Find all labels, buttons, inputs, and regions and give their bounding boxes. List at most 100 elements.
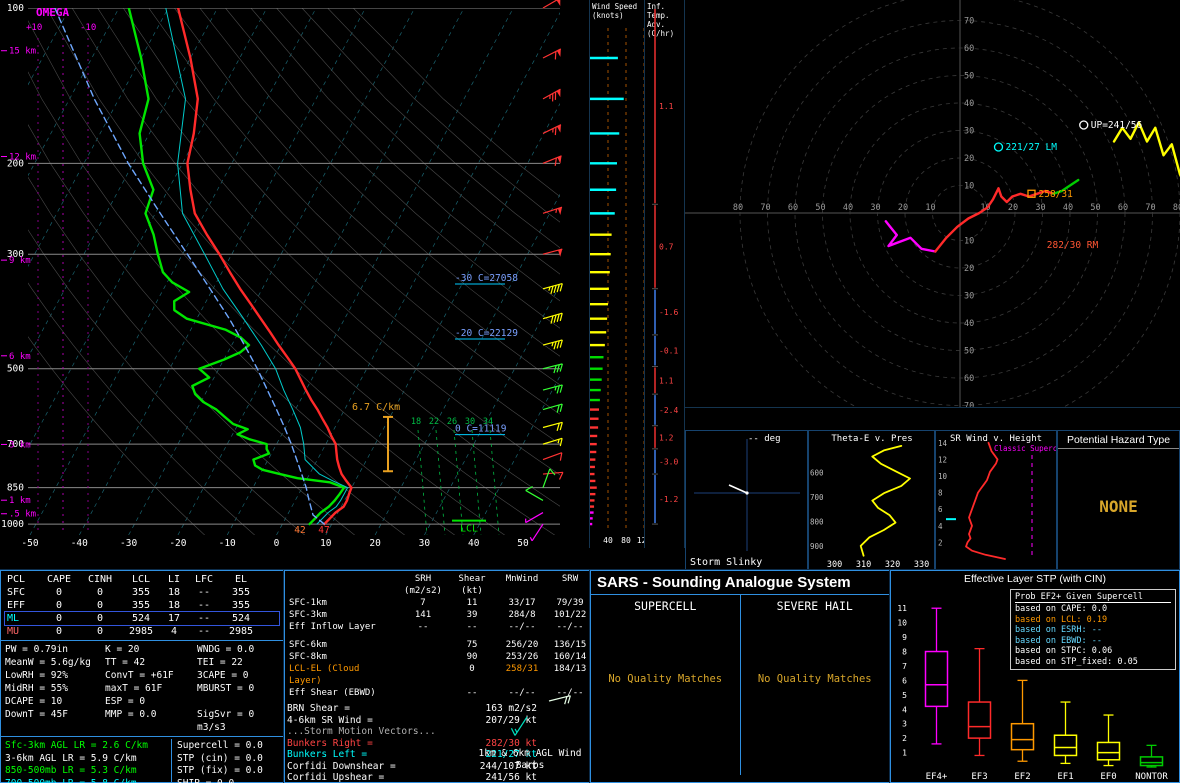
updraft-marker xyxy=(1079,120,1089,130)
stp-axis-label: 7 xyxy=(902,662,907,671)
wind-barb-full xyxy=(553,365,557,374)
stat-value: DCAPE = 10 xyxy=(5,696,63,707)
kinematics-row: LCL-EL (Cloud Layer) 0 258/31 184/13 xyxy=(287,663,587,687)
column-header: LCL xyxy=(131,574,151,585)
divider xyxy=(1,736,283,737)
wind-barb-staff xyxy=(542,384,563,391)
wind-barb-staff xyxy=(542,0,559,9)
stat-value: MeanW = 5.6g/kg xyxy=(5,657,91,668)
dry-adiabat-line xyxy=(71,8,560,507)
ring-label: 30 xyxy=(964,127,974,137)
stat-value: MidRH = 55% xyxy=(5,683,68,694)
temp-axis-label: -10 xyxy=(219,538,236,548)
speed-axis-label: 40 xyxy=(603,536,613,545)
spacer xyxy=(287,573,397,597)
omega-plus-label: +10 xyxy=(26,23,42,33)
stat-value: WNDG = 0.0 xyxy=(197,644,255,655)
hodo-ring xyxy=(877,130,1043,296)
wind-barb-full xyxy=(558,472,564,480)
sars-columns: SUPERCELL No Quality Matches SEVERE HAIL… xyxy=(591,595,889,775)
wind-barb-full xyxy=(556,385,560,394)
parcel-value: -- xyxy=(197,587,211,598)
dry-adiabat-line xyxy=(28,124,405,535)
stat-value: ESP = 0 xyxy=(105,696,146,707)
height-label: 1 km xyxy=(9,496,31,506)
storm-slinky-chart: -- deg Storm Slinky xyxy=(690,434,800,568)
wind-barb-flag xyxy=(557,155,562,164)
stat-value: maxT = 61F xyxy=(105,683,163,694)
mixing-ratio-label: 34 xyxy=(483,417,493,427)
column-header: SRW xyxy=(561,574,579,584)
stp-axis-label: 3 xyxy=(902,720,907,729)
isotherm-line xyxy=(28,8,70,86)
composite-index-value: STP (fix) = 0.0 xyxy=(177,765,263,776)
temp-axis-label: -20 xyxy=(169,538,186,548)
sars-supercell-column[interactable]: SUPERCELL No Quality Matches xyxy=(591,595,741,775)
parcel-row-mu[interactable]: MU 0 0 2985 4 -- 2985 xyxy=(5,625,279,638)
dewpoint-trace xyxy=(127,8,346,526)
pressure-label: 300 xyxy=(7,249,24,260)
temp-axis-label: 10 xyxy=(320,538,332,548)
parcel-row-ml[interactable]: ML 0 0 524 17 -- 524 xyxy=(4,611,280,626)
wind-barb-full xyxy=(556,313,560,322)
ring-label: 70 xyxy=(760,203,770,213)
temp-advection-chart: Inf.Temp.Adv.(C/hr) 1.1 0.7 -1.6 -0.1 1.1 -2.4… xyxy=(647,2,678,525)
iso-height-annotation: -30 C=27058 xyxy=(455,273,518,284)
column-header: EL xyxy=(234,574,248,585)
wind-barb-full xyxy=(559,452,563,461)
skewt-background xyxy=(0,8,560,535)
isotherm-line xyxy=(0,8,20,535)
advection-value: -1.6 xyxy=(659,308,678,317)
wind-barb-full xyxy=(556,423,560,432)
kinematics-value: Eff Inflow Layer xyxy=(289,622,376,632)
panel-title: (C/hr) xyxy=(647,29,674,38)
isotherm-line xyxy=(473,375,560,535)
parcel-value: 2985 xyxy=(128,626,154,637)
stats-row: LowRH = 92% ConvT = +61F 3CAPE = 0 xyxy=(5,669,279,682)
theta-e-title: Theta-E v. Pres xyxy=(831,434,912,444)
line-label: ...Storm Motion Vectors... xyxy=(287,726,436,737)
parcel-value: 524 xyxy=(131,613,151,624)
mixing-ratio-line xyxy=(489,429,500,535)
parcel-label: EFF xyxy=(7,600,26,611)
theta-tick: 320 xyxy=(885,560,900,569)
sars-title: SARS - Sounding Analogue System xyxy=(591,571,889,595)
kinematics-line: Corfidi Upshear = 241/56 kt xyxy=(287,772,537,783)
column-header: LFC xyxy=(194,574,214,585)
segment-green xyxy=(1052,178,1080,196)
parcel-row-sfc[interactable]: SFC 0 0 355 18 -- 355 xyxy=(5,586,279,599)
parcel-value: 355 xyxy=(231,587,251,598)
parcel-row-eff[interactable]: EFF 0 0 355 18 -- 355 xyxy=(5,599,279,612)
ring-label: 30 xyxy=(964,292,974,302)
line-value: 221/27 kt xyxy=(485,749,537,760)
mixing-ratio-line xyxy=(417,429,428,535)
sars-hail-column[interactable]: SEVERE HAIL No Quality Matches xyxy=(741,595,890,775)
hodo-ring xyxy=(932,185,988,241)
wind-barb-full xyxy=(510,728,516,736)
line-label: Corfidi Downshear = xyxy=(287,760,396,772)
pressure-tick: 600 xyxy=(810,468,824,477)
isotherm-line xyxy=(374,193,560,535)
wind-barb-full xyxy=(550,285,554,294)
height-label: 3 km xyxy=(9,440,31,450)
stat-value: MBURST = 0 xyxy=(197,683,255,694)
sounding-traces xyxy=(54,8,353,526)
advection-value: 1.1 xyxy=(659,376,674,385)
panel-title: (knots) xyxy=(592,11,624,20)
wind-barb-half xyxy=(555,208,558,213)
height-tick: 8 xyxy=(938,489,943,498)
height-label: 15 km xyxy=(9,47,36,57)
wind-barb-flag xyxy=(557,124,561,133)
panel-title: Adv. xyxy=(647,20,665,29)
stats-row: DCAPE = 10 ESP = 0 xyxy=(5,695,279,708)
ring-label: 50 xyxy=(964,72,974,82)
wind-barb-full xyxy=(556,404,560,413)
ring-label: 80 xyxy=(733,203,743,213)
temp-axis-label: 50 xyxy=(517,538,529,548)
kinematics-lines: BRN Shear = 163 m2/s2 4-6km SR Wind = 207/2… xyxy=(285,699,539,783)
wind-barb-half xyxy=(551,342,554,347)
ring-label: 40 xyxy=(964,99,974,109)
omega-label: OMEGA xyxy=(36,6,69,19)
mean-wind-label: 258/31 xyxy=(1039,189,1074,200)
stp-category-label: EF2 xyxy=(1014,772,1030,782)
